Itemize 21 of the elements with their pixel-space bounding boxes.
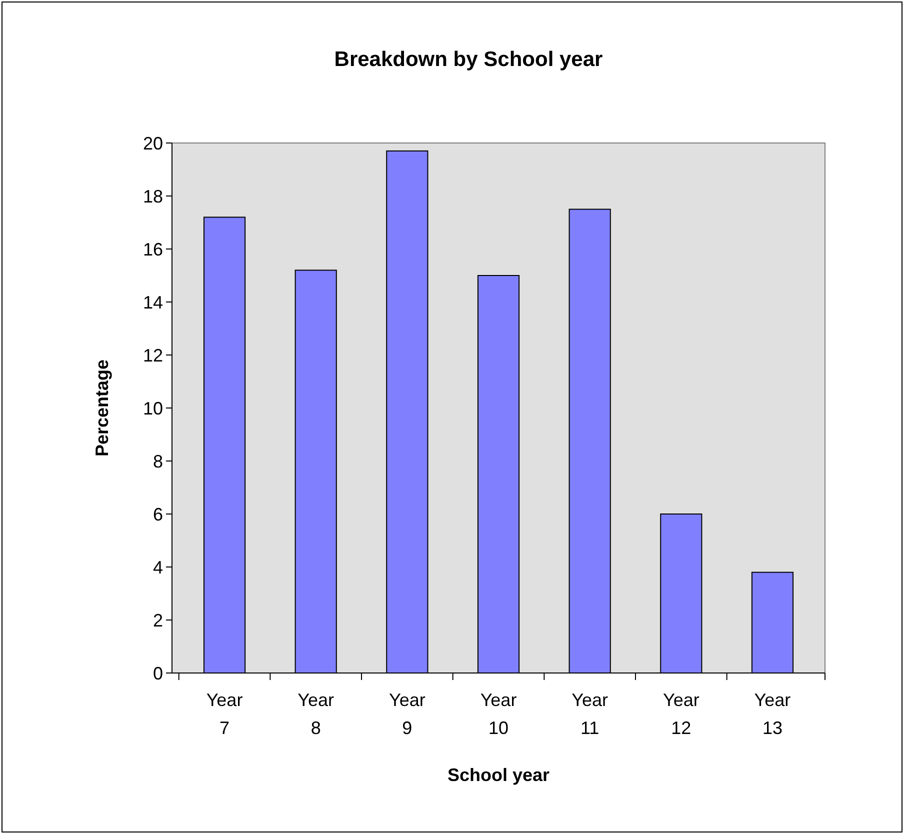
- x-tick-label: Year 12: [662, 690, 700, 738]
- x-axis-title: School year: [447, 765, 550, 785]
- y-tick-label: 20: [142, 133, 163, 154]
- x-tick-label: Year 8: [298, 690, 334, 738]
- y-tick-label: 4: [152, 557, 163, 578]
- y-tick-label: 2: [152, 610, 163, 630]
- y-tick-label: 0: [152, 663, 163, 684]
- y-axis-title: Percentage: [92, 359, 112, 457]
- y-tick-label: 14: [142, 292, 163, 312]
- y-tick-label: 10: [142, 398, 163, 418]
- x-tick-label: Year 7: [206, 690, 243, 738]
- y-tick-label: 18: [142, 186, 163, 206]
- x-tick-label: Year 13: [754, 690, 791, 738]
- y-tick-label: 6: [152, 504, 163, 524]
- x-tick-label: Year 9: [388, 690, 426, 738]
- y-tick-label: 16: [142, 239, 163, 260]
- chart-title: Breakdown by School year: [334, 48, 603, 71]
- x-tick-label: Year 10: [480, 690, 517, 738]
- x-tick-label: Year 11: [572, 690, 608, 738]
- y-tick-label: 12: [142, 345, 163, 366]
- y-tick-label: 8: [152, 451, 163, 472]
